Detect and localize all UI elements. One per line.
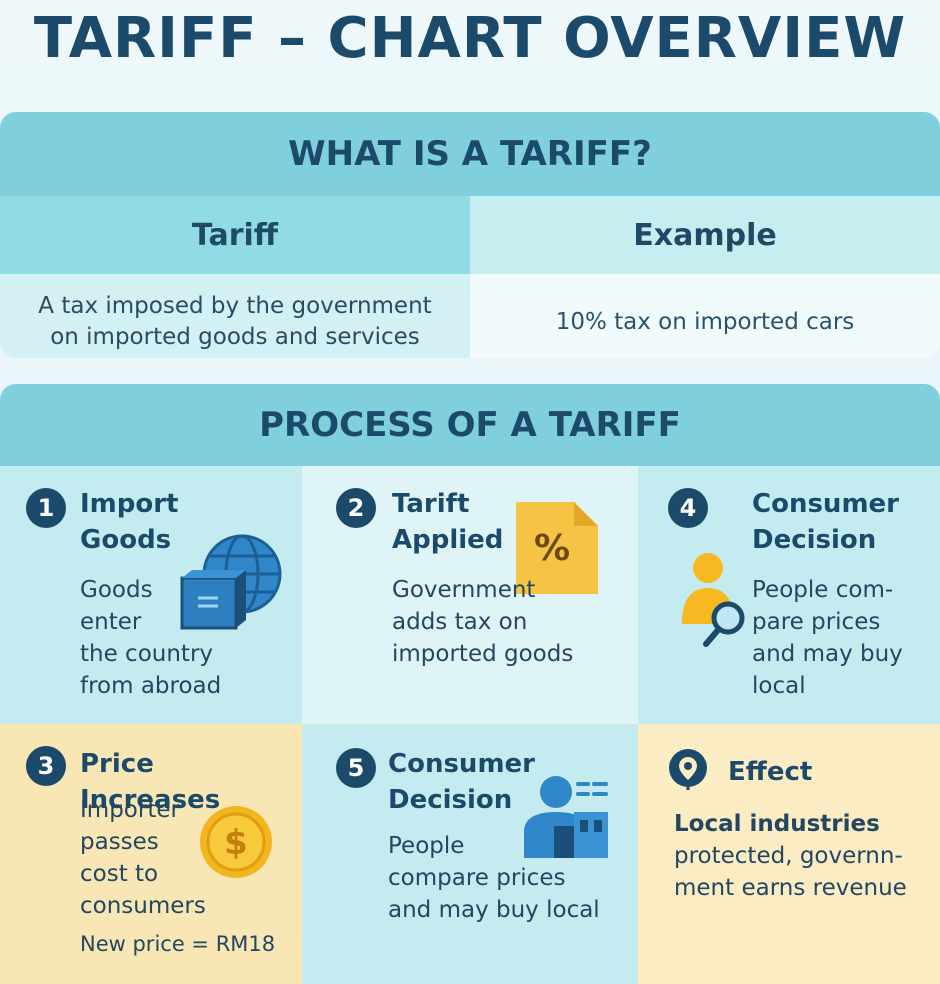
step-price-increases: 3 Price Increases $ Importer passes cost… [0, 724, 302, 984]
col-example-header: Example [470, 196, 940, 274]
step-number: 1 [26, 488, 66, 528]
step-consumer-decision: 4 Consumer Decision People com- pare pri… [638, 466, 940, 724]
step-title: Import Goods [80, 489, 179, 555]
step-title: Consumer Decision [752, 489, 899, 555]
percent-document-icon: % [516, 502, 598, 594]
col-tariff-header: Tariff [0, 196, 470, 274]
step-title: Price Increases [80, 749, 221, 815]
process-section: PROCESS OF A TARIFF 1 Import Goods Goods… [0, 384, 940, 984]
location-pin-icon [669, 749, 707, 790]
step-consumer-decision-2: 5 Consumer Decision People compare price… [302, 724, 638, 984]
definition-line-1: A tax imposed by the government [38, 293, 432, 319]
step-title: Consumer Decision [388, 749, 535, 815]
svg-text:%: % [534, 528, 570, 569]
step-body: Importer passes cost to consumers [80, 797, 206, 919]
dollar-coin-icon: $ [200, 806, 272, 878]
step-title: Effect [728, 757, 813, 787]
step-tariff-applied: 2 Tarift Applied % Government adds tax o… [302, 466, 638, 724]
step-number: 2 [336, 488, 376, 528]
step-number: 5 [336, 748, 376, 788]
step-body: People com- pare prices and may buy loca… [752, 577, 903, 699]
page-title: TARIFF – CHART OVERVIEW [33, 6, 907, 71]
new-price-note: New price = RM18 [80, 932, 276, 956]
definition-cell: A tax imposed by the government on impor… [0, 274, 470, 358]
step-effect: Effect Local industries protected, gover… [638, 724, 940, 984]
svg-text:$: $ [224, 823, 248, 863]
example-cell: 10% tax on imported cars [470, 274, 940, 358]
step-body: Goods enter the country from abroad [80, 577, 222, 699]
step-body: People compare prices and may buy local [388, 833, 600, 923]
step-body: Government adds tax on imported goods [392, 577, 574, 667]
definition-line-2: on imported goods and services [50, 324, 420, 350]
globe-box-icon [180, 534, 282, 630]
process-heading: PROCESS OF A TARIFF [0, 384, 940, 466]
person-shop-icon [524, 776, 608, 858]
what-heading: WHAT IS A TARIFF? [0, 112, 940, 196]
step-number: 3 [26, 746, 66, 786]
step-body: Local industries protected, governn- men… [674, 811, 907, 901]
what-is-tariff-section: WHAT IS A TARIFF? Tariff Example A tax i… [0, 112, 940, 358]
person-search-icon [682, 553, 745, 647]
step-number: 4 [668, 488, 708, 528]
step-import-goods: 1 Import Goods Goods enter the country f… [0, 466, 302, 724]
step-title: Tarift Applied [392, 489, 504, 555]
